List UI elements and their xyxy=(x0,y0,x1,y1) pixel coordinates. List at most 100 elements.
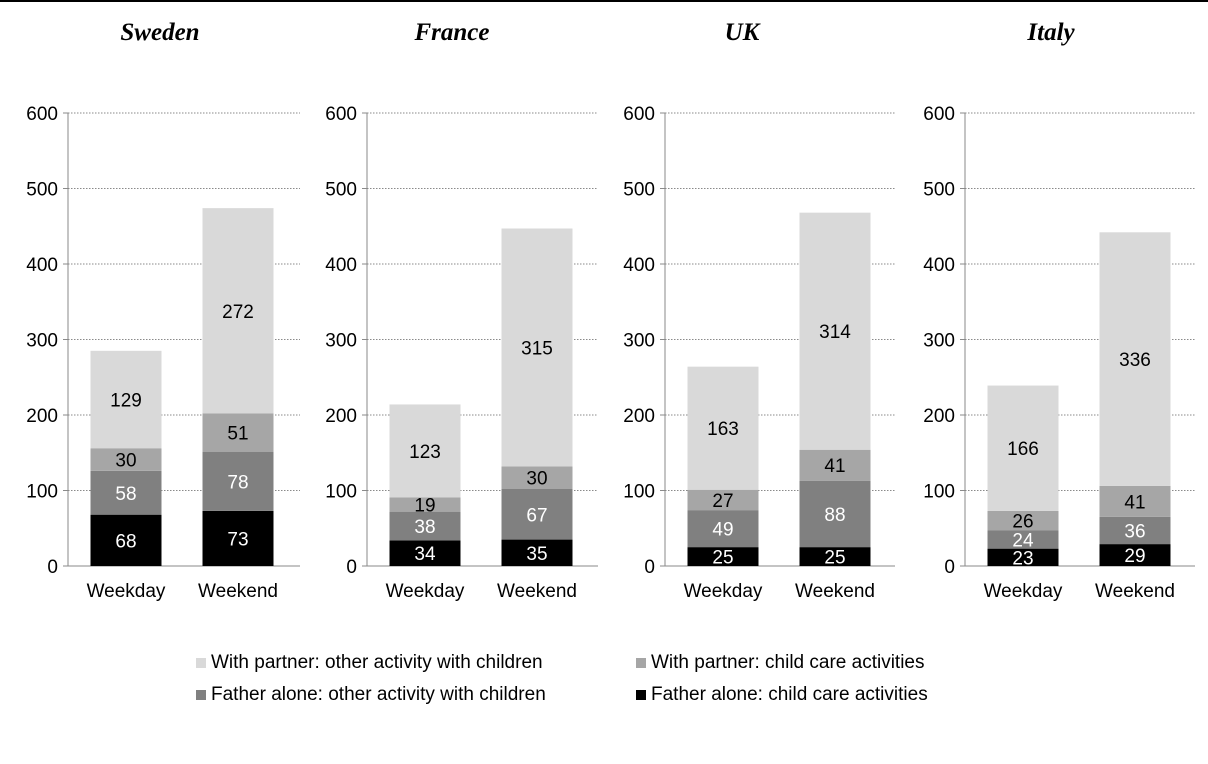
legend-label-alone-care: Father alone: child care activities xyxy=(651,684,928,705)
x-tick-label-sweden-weekend: Weekend xyxy=(198,581,278,602)
data-label-sweden-weekend-father-alone-child-care-activities: 73 xyxy=(227,529,248,550)
legend-label-alone-other: Father alone: other activity with childr… xyxy=(211,684,546,705)
bar-segment-france-weekday-father-alone-child-care-activities xyxy=(389,540,461,566)
data-label-france-weekend-with-partner-other-activity-with-children: 315 xyxy=(521,338,553,359)
y-tick-label-sweden-100: 100 xyxy=(26,482,58,503)
data-label-italy-weekend-with-partner-child-care-activities: 41 xyxy=(1124,492,1145,513)
data-label-sweden-weekday-with-partner-child-care-activities: 30 xyxy=(115,451,136,472)
panel-title-italy: Italy xyxy=(1026,19,1075,46)
bar-segment-italy-weekday-father-alone-other-activity-with-children xyxy=(987,530,1059,549)
legend-swatch-alone-other xyxy=(196,690,206,700)
x-tick-label-france-weekday: Weekday xyxy=(386,581,465,602)
data-label-france-weekend-father-alone-child-care-activities: 35 xyxy=(526,544,547,565)
data-label-sweden-weekday-father-alone-child-care-activities: 68 xyxy=(115,531,136,552)
legend-swatch-partner-other xyxy=(196,658,206,668)
data-label-france-weekend-with-partner-child-care-activities: 30 xyxy=(526,469,547,490)
data-label-france-weekday-father-alone-other-activity-with-children: 38 xyxy=(414,517,435,538)
legend-swatch-partner-care xyxy=(636,658,646,668)
bar-segment-italy-weekday-with-partner-child-care-activities xyxy=(987,510,1059,531)
data-label-italy-weekday-father-alone-child-care-activities: 23 xyxy=(1012,548,1033,569)
bar-segment-sweden-weekday-father-alone-child-care-activities xyxy=(90,514,162,566)
y-tick-label-france-300: 300 xyxy=(325,331,357,352)
y-tick-label-uk-0: 0 xyxy=(644,557,655,578)
y-tick-label-italy-600: 600 xyxy=(923,104,955,125)
data-label-uk-weekday-with-partner-other-activity-with-children: 163 xyxy=(707,419,739,440)
bar-segment-uk-weekday-father-alone-child-care-activities xyxy=(687,547,759,566)
bar-segment-italy-weekday-with-partner-other-activity-with-children xyxy=(987,385,1059,511)
legend-label-partner-care: With partner: child care activities xyxy=(651,652,925,673)
y-tick-label-uk-100: 100 xyxy=(623,482,655,503)
data-label-uk-weekday-father-alone-child-care-activities: 25 xyxy=(712,548,733,569)
data-label-sweden-weekend-with-partner-child-care-activities: 51 xyxy=(227,424,248,445)
legend-item-partner-care: With partner: child care activities xyxy=(636,652,925,674)
y-tick-label-france-200: 200 xyxy=(325,406,357,427)
y-tick-label-uk-200: 200 xyxy=(623,406,655,427)
panel-title-uk: UK xyxy=(725,19,762,46)
data-label-france-weekday-father-alone-child-care-activities: 34 xyxy=(414,544,436,565)
y-tick-label-france-100: 100 xyxy=(325,482,357,503)
panel-title-sweden: Sweden xyxy=(120,19,199,46)
data-label-italy-weekend-father-alone-other-activity-with-children: 36 xyxy=(1124,522,1145,543)
y-tick-label-france-600: 600 xyxy=(325,104,357,125)
bar-segment-france-weekend-father-alone-child-care-activities xyxy=(501,539,573,566)
legend-item-alone-other: Father alone: other activity with childr… xyxy=(196,684,546,706)
x-tick-label-uk-weekday: Weekday xyxy=(684,581,763,602)
x-tick-label-uk-weekend: Weekend xyxy=(795,581,875,602)
bar-segment-italy-weekday-father-alone-child-care-activities xyxy=(987,548,1059,566)
data-label-sweden-weekend-father-alone-other-activity-with-children: 78 xyxy=(227,472,248,493)
data-label-uk-weekend-father-alone-child-care-activities: 25 xyxy=(824,548,845,569)
y-tick-label-uk-300: 300 xyxy=(623,331,655,352)
data-label-italy-weekend-father-alone-child-care-activities: 29 xyxy=(1124,546,1145,567)
data-label-sweden-weekday-father-alone-other-activity-with-children: 58 xyxy=(115,484,136,505)
data-label-uk-weekday-with-partner-child-care-activities: 27 xyxy=(712,491,733,512)
legend-item-partner-other: With partner: other activity with childr… xyxy=(196,652,543,674)
legend-label-partner-other: With partner: other activity with childr… xyxy=(211,652,543,673)
bar-segment-uk-weekend-with-partner-child-care-activities xyxy=(799,449,871,481)
y-tick-label-sweden-400: 400 xyxy=(26,255,58,276)
y-tick-label-sweden-500: 500 xyxy=(26,180,58,201)
y-tick-label-uk-500: 500 xyxy=(623,180,655,201)
bar-segment-uk-weekend-with-partner-other-activity-with-children xyxy=(799,212,871,450)
y-tick-label-uk-600: 600 xyxy=(623,104,655,125)
data-label-italy-weekday-with-partner-child-care-activities: 26 xyxy=(1012,512,1033,533)
legend-item-alone-care: Father alone: child care activities xyxy=(636,684,928,706)
bar-segment-france-weekday-with-partner-other-activity-with-children xyxy=(389,404,461,498)
y-tick-label-sweden-200: 200 xyxy=(26,406,58,427)
bar-segment-uk-weekday-with-partner-other-activity-with-children xyxy=(687,366,759,490)
bar-segment-italy-weekend-father-alone-child-care-activities xyxy=(1099,544,1171,566)
x-tick-label-italy-weekend: Weekend xyxy=(1095,581,1175,602)
data-label-uk-weekend-with-partner-child-care-activities: 41 xyxy=(824,456,845,477)
y-tick-label-italy-200: 200 xyxy=(923,406,955,427)
data-label-italy-weekend-with-partner-other-activity-with-children: 336 xyxy=(1119,350,1151,371)
data-label-uk-weekend-father-alone-other-activity-with-children: 88 xyxy=(824,505,845,526)
data-label-sweden-weekday-with-partner-other-activity-with-children: 129 xyxy=(110,391,142,412)
bar-segment-italy-weekend-with-partner-other-activity-with-children xyxy=(1099,232,1171,486)
y-tick-label-france-500: 500 xyxy=(325,180,357,201)
bar-segment-france-weekend-with-partner-child-care-activities xyxy=(501,466,573,489)
bar-segment-sweden-weekday-with-partner-child-care-activities xyxy=(90,448,162,471)
data-label-france-weekday-with-partner-other-activity-with-children: 123 xyxy=(409,442,441,463)
bar-segment-italy-weekend-father-alone-other-activity-with-children xyxy=(1099,516,1171,545)
y-tick-label-sweden-0: 0 xyxy=(47,557,58,578)
data-label-sweden-weekend-with-partner-other-activity-with-children: 272 xyxy=(222,302,254,323)
bar-segment-france-weekday-with-partner-child-care-activities xyxy=(389,497,461,512)
bar-segment-france-weekend-with-partner-other-activity-with-children xyxy=(501,228,573,467)
panel-title-france: France xyxy=(414,19,490,46)
bar-segment-uk-weekday-father-alone-other-activity-with-children xyxy=(687,510,759,548)
bar-segment-france-weekend-father-alone-other-activity-with-children xyxy=(501,488,573,540)
bar-segment-uk-weekend-father-alone-other-activity-with-children xyxy=(799,480,871,548)
data-label-italy-weekday-with-partner-other-activity-with-children: 166 xyxy=(1007,439,1039,460)
bar-segment-sweden-weekday-with-partner-other-activity-with-children xyxy=(90,350,162,449)
bar-segment-uk-weekday-with-partner-child-care-activities xyxy=(687,489,759,511)
y-tick-label-sweden-300: 300 xyxy=(26,331,58,352)
y-tick-label-france-400: 400 xyxy=(325,255,357,276)
y-tick-label-france-0: 0 xyxy=(346,557,357,578)
data-label-italy-weekday-father-alone-other-activity-with-children: 24 xyxy=(1012,531,1034,552)
bar-segment-france-weekday-father-alone-other-activity-with-children xyxy=(389,511,461,541)
bar-segment-sweden-weekend-father-alone-other-activity-with-children xyxy=(202,451,274,511)
data-label-uk-weekday-father-alone-other-activity-with-children: 49 xyxy=(712,520,733,541)
data-label-uk-weekend-with-partner-other-activity-with-children: 314 xyxy=(819,322,851,343)
bar-segment-italy-weekend-with-partner-child-care-activities xyxy=(1099,485,1171,517)
y-tick-label-italy-400: 400 xyxy=(923,255,955,276)
